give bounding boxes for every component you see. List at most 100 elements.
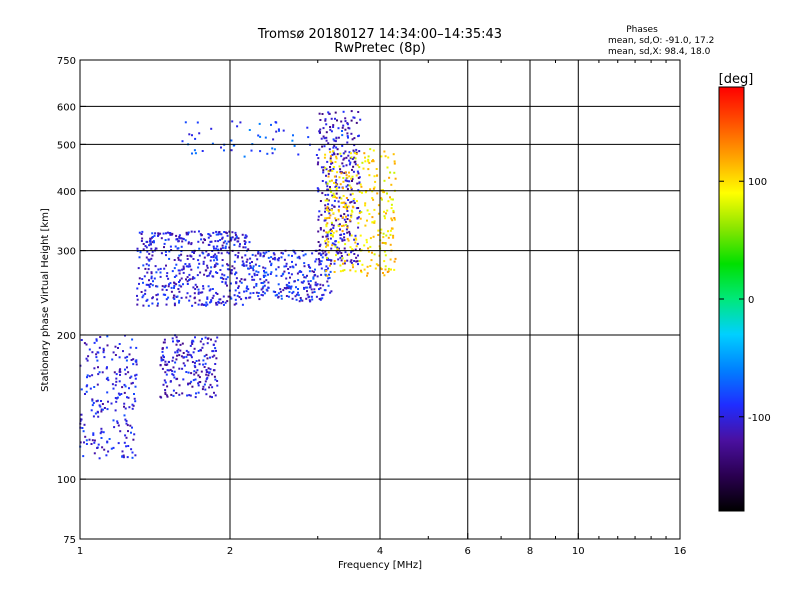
data-point [330, 221, 333, 224]
data-point [373, 253, 376, 256]
data-point [357, 189, 360, 192]
data-point [163, 242, 166, 245]
data-point [294, 295, 297, 298]
data-point [188, 273, 191, 276]
data-point [225, 242, 228, 245]
data-point [265, 288, 268, 291]
data-point [229, 282, 232, 285]
data-point [156, 293, 159, 296]
data-point [147, 304, 150, 307]
data-point [165, 394, 168, 397]
data-point [245, 264, 248, 267]
data-point [317, 157, 320, 160]
data-point [262, 251, 265, 254]
data-point [333, 199, 336, 202]
data-point [213, 265, 216, 268]
data-point [369, 265, 372, 267]
data-point [339, 264, 342, 267]
data-point [210, 300, 213, 303]
data-point [151, 232, 154, 235]
data-point [262, 274, 265, 277]
data-point [355, 238, 358, 241]
data-point [130, 382, 133, 385]
data-point [350, 200, 353, 203]
data-point [112, 387, 115, 390]
data-point [188, 279, 190, 282]
data-point [173, 276, 176, 278]
data-point [353, 116, 356, 119]
data-point [291, 139, 294, 142]
data-point [355, 245, 358, 248]
data-point [226, 251, 229, 254]
data-point [238, 245, 241, 248]
data-point [304, 276, 307, 279]
data-point [318, 259, 321, 262]
data-point [244, 241, 247, 244]
data-point [246, 258, 249, 261]
data-point [178, 384, 181, 387]
data-point [343, 262, 346, 265]
data-point [272, 252, 275, 255]
data-point [342, 187, 344, 190]
data-point [321, 235, 324, 238]
data-point [92, 415, 95, 418]
data-point [345, 197, 348, 199]
data-point [338, 247, 340, 250]
data-point [291, 254, 293, 257]
data-point [121, 386, 124, 389]
data-point [276, 258, 279, 261]
data-point [157, 268, 160, 271]
data-point [345, 185, 348, 188]
data-point [339, 228, 341, 231]
data-point [117, 392, 120, 395]
data-point [347, 214, 350, 217]
data-point [380, 197, 383, 200]
data-point [338, 250, 341, 253]
data-point [131, 338, 134, 341]
data-point [329, 232, 332, 235]
data-point [332, 192, 335, 195]
data-point [336, 119, 338, 122]
data-point [142, 304, 145, 307]
data-point [344, 179, 347, 182]
data-point [357, 207, 360, 209]
data-point [98, 457, 101, 460]
data-point [278, 129, 280, 132]
data-point [119, 430, 122, 433]
data-point [383, 179, 386, 182]
data-point [260, 293, 263, 296]
data-point [190, 268, 193, 271]
data-point [336, 171, 339, 174]
data-point [180, 355, 183, 358]
data-point [240, 281, 243, 284]
data-point [229, 239, 232, 242]
data-point [325, 235, 328, 238]
data-point [163, 341, 166, 344]
data-point [283, 270, 286, 273]
data-point [332, 224, 335, 227]
data-point [146, 298, 149, 301]
data-point [126, 366, 128, 369]
data-point [327, 267, 329, 270]
data-point [309, 300, 311, 303]
data-point [355, 174, 358, 177]
data-point [347, 154, 350, 157]
data-point [175, 336, 178, 339]
data-point [173, 302, 176, 305]
data-point [318, 130, 321, 133]
data-point [166, 395, 169, 398]
data-point [214, 240, 217, 243]
data-point [217, 240, 220, 243]
data-point [220, 252, 223, 255]
data-point [151, 241, 154, 244]
data-point [97, 366, 99, 369]
data-point [384, 155, 387, 158]
data-point [178, 237, 181, 240]
data-point [324, 204, 327, 207]
data-point [121, 455, 124, 458]
data-point [339, 168, 342, 171]
data-point [332, 212, 335, 215]
data-point [327, 199, 330, 202]
data-point [178, 235, 181, 238]
data-point [266, 152, 269, 155]
